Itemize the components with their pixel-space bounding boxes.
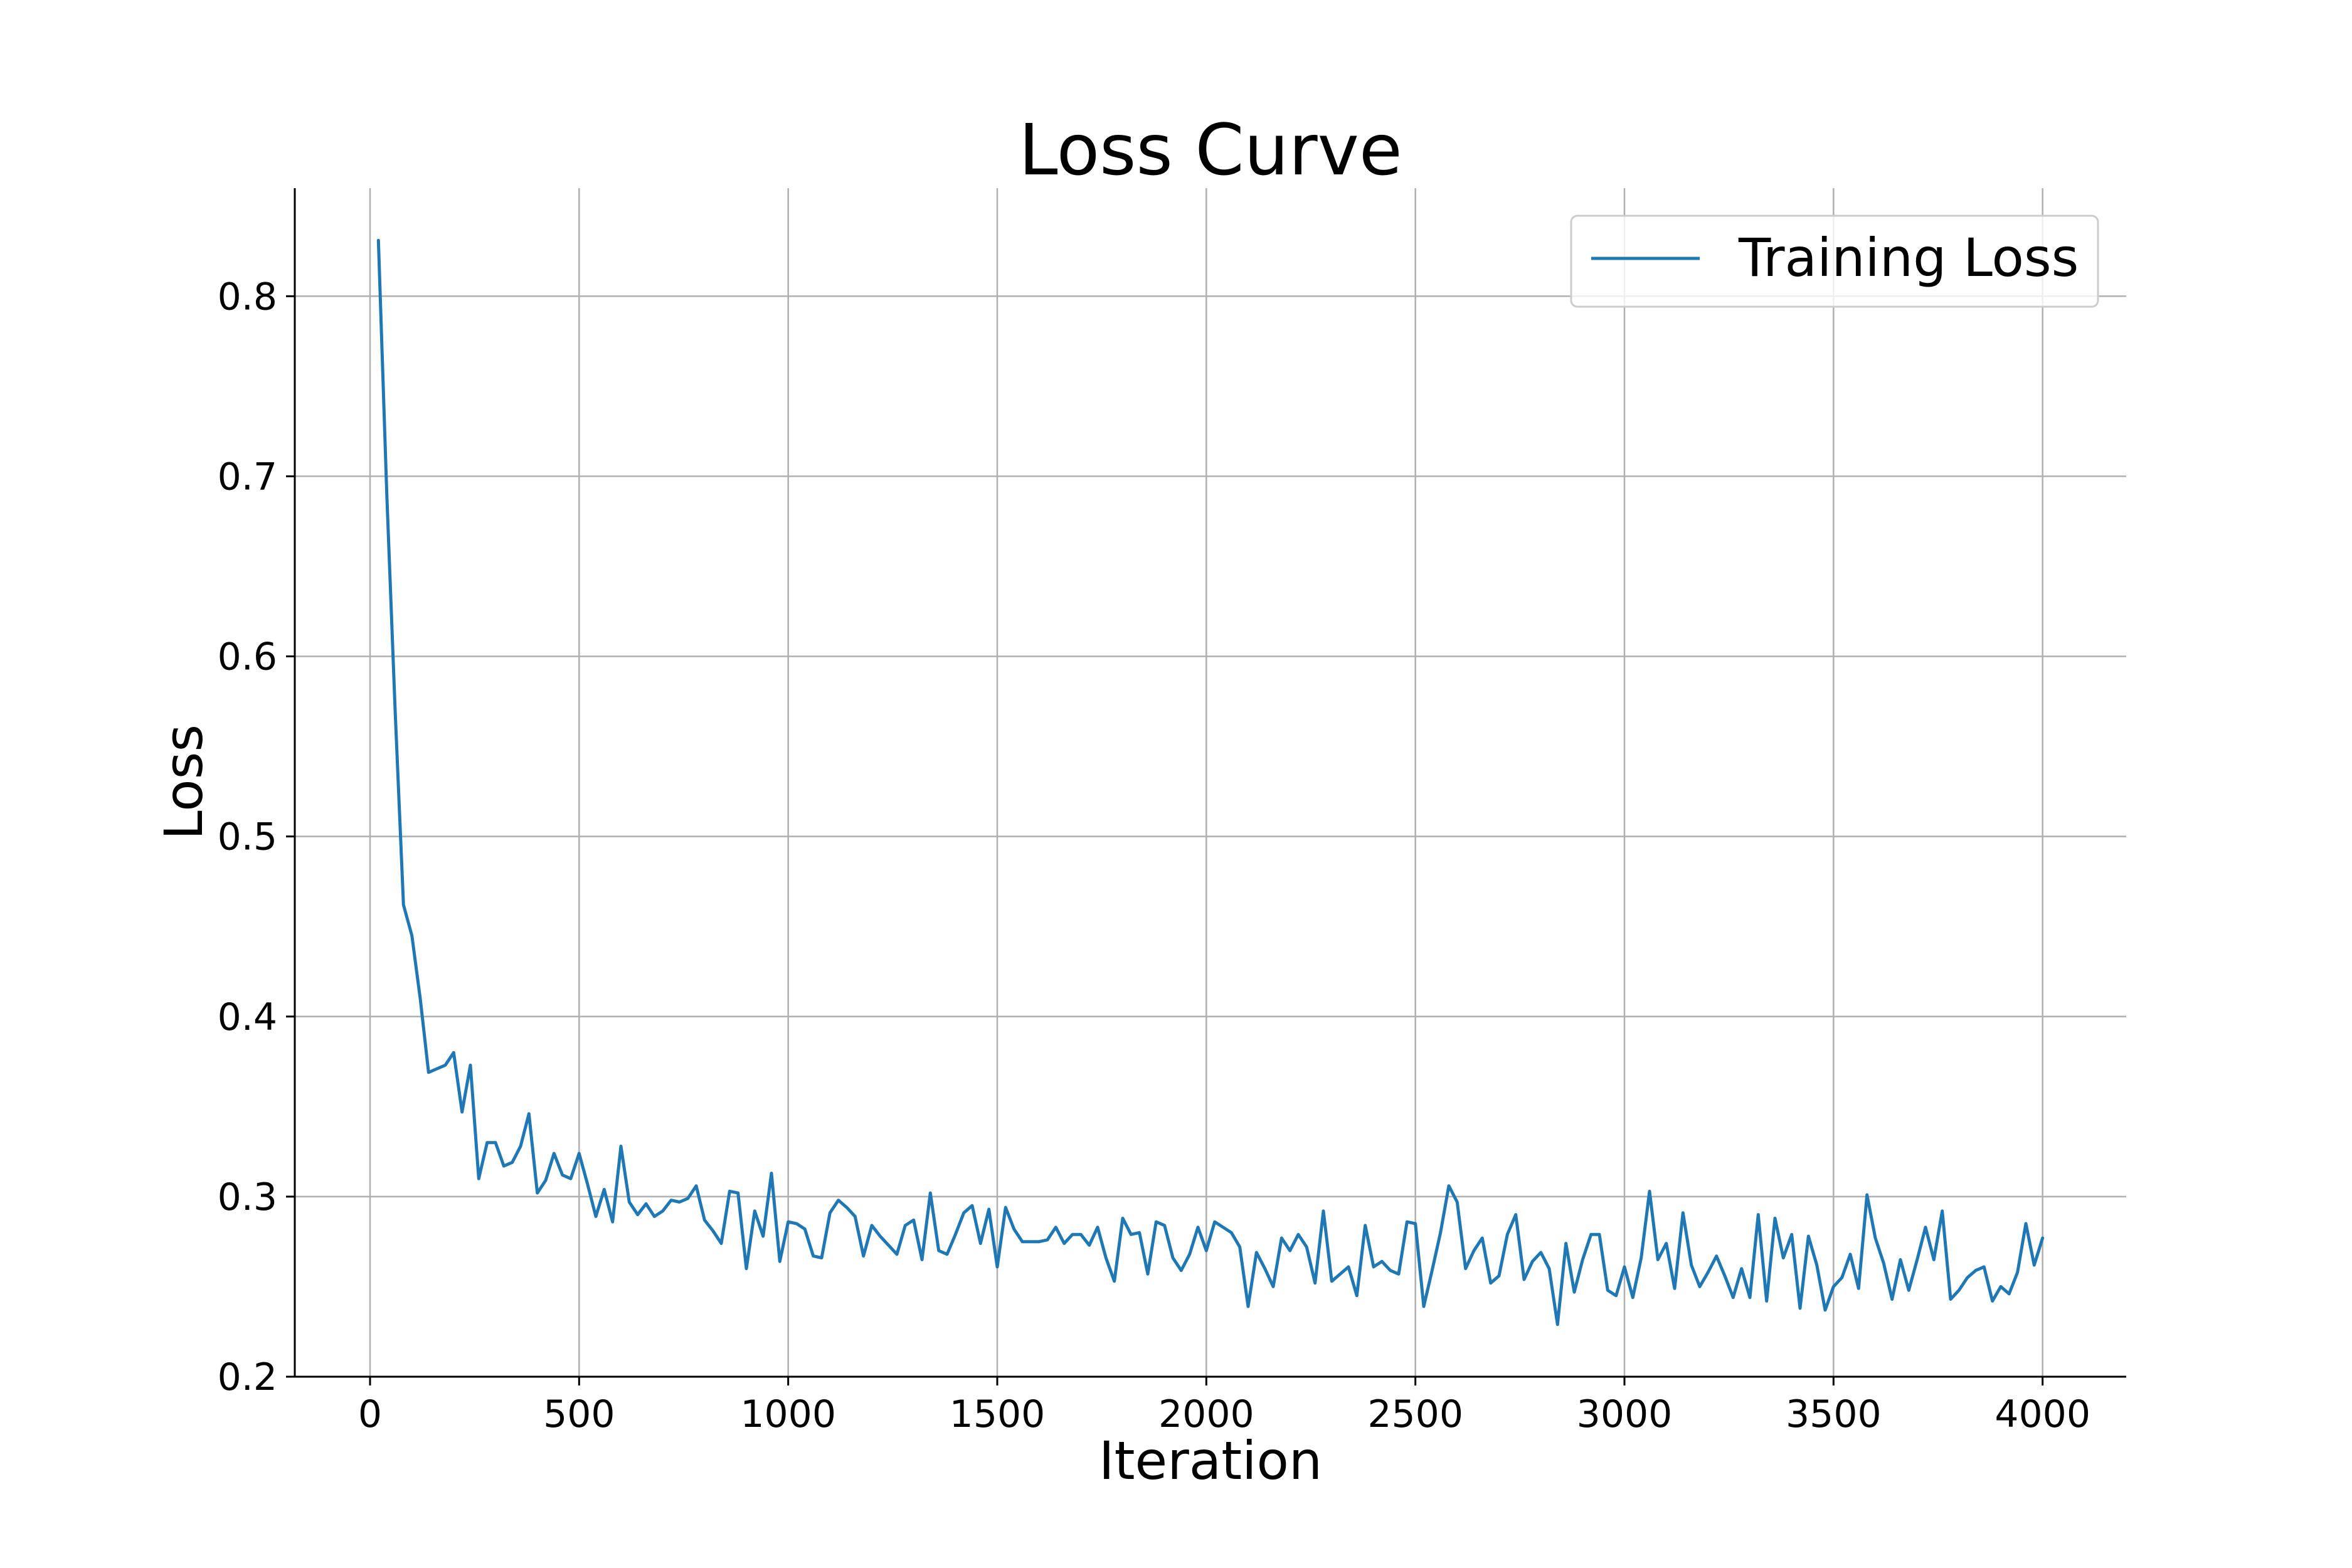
x-axis-label: Iteration — [1099, 1430, 1322, 1491]
legend-box — [1570, 215, 2099, 308]
x-tick-label: 3000 — [1577, 1392, 1673, 1436]
series-layer — [376, 238, 2045, 1327]
y-tick-label: 0.5 — [218, 815, 277, 859]
x-tick-label: 1500 — [950, 1392, 1046, 1436]
x-tick-label: 4000 — [1994, 1392, 2090, 1436]
legend: Training Loss — [1570, 215, 2099, 308]
axes — [294, 188, 2126, 1378]
legend-label-training-loss: Training Loss — [1738, 227, 2079, 289]
y-tick-label: 0.4 — [218, 995, 277, 1039]
x-tick-label: 2500 — [1367, 1392, 1463, 1436]
x-ticks: 0 500 1000 1500 2000 2500 3000 3500 4000 — [358, 1377, 2090, 1436]
y-tick-label: 0.7 — [218, 455, 277, 499]
x-tick-label: 3500 — [1786, 1392, 1882, 1436]
chart-title: Loss Curve — [1019, 110, 1402, 191]
y-axis-label: Loss — [153, 724, 215, 840]
x-tick-label: 500 — [543, 1392, 615, 1436]
y-tick-label: 0.3 — [218, 1175, 277, 1219]
x-tick-label: 2000 — [1158, 1392, 1254, 1436]
x-tick-label: 0 — [358, 1392, 382, 1436]
series-line-training-loss — [376, 238, 2045, 1327]
y-tick-label: 0.6 — [218, 635, 277, 679]
y-tick-label: 0.2 — [218, 1355, 277, 1399]
y-ticks: 0.2 0.3 0.4 0.5 0.6 0.7 0.8 — [218, 275, 295, 1399]
x-tick-label: 1000 — [740, 1392, 836, 1436]
y-tick-label: 0.8 — [218, 275, 277, 319]
